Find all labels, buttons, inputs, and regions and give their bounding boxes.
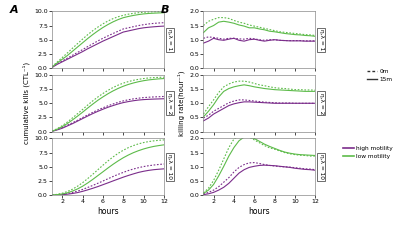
Y-axis label: killing rate(hour⁻¹): killing rate(hour⁻¹) xyxy=(178,71,185,136)
Legend: high motility, low motility: high motility, low motility xyxy=(341,144,395,161)
Text: η,λ = 10: η,λ = 10 xyxy=(319,154,324,179)
Text: η,λ = 1: η,λ = 1 xyxy=(319,29,324,50)
Legend: 0m, 15m: 0m, 15m xyxy=(364,67,395,84)
Y-axis label: cumulative kills (CTL⁻¹): cumulative kills (CTL⁻¹) xyxy=(22,62,30,144)
Text: η,λ = 10: η,λ = 10 xyxy=(167,154,172,179)
X-axis label: hours: hours xyxy=(97,207,119,216)
Text: η,λ = 2: η,λ = 2 xyxy=(167,93,172,114)
X-axis label: hours: hours xyxy=(248,207,270,216)
Text: η,λ = 2: η,λ = 2 xyxy=(319,93,324,114)
Text: B: B xyxy=(161,5,169,15)
Text: η,λ = 1: η,λ = 1 xyxy=(167,29,172,50)
Text: A: A xyxy=(10,5,18,15)
